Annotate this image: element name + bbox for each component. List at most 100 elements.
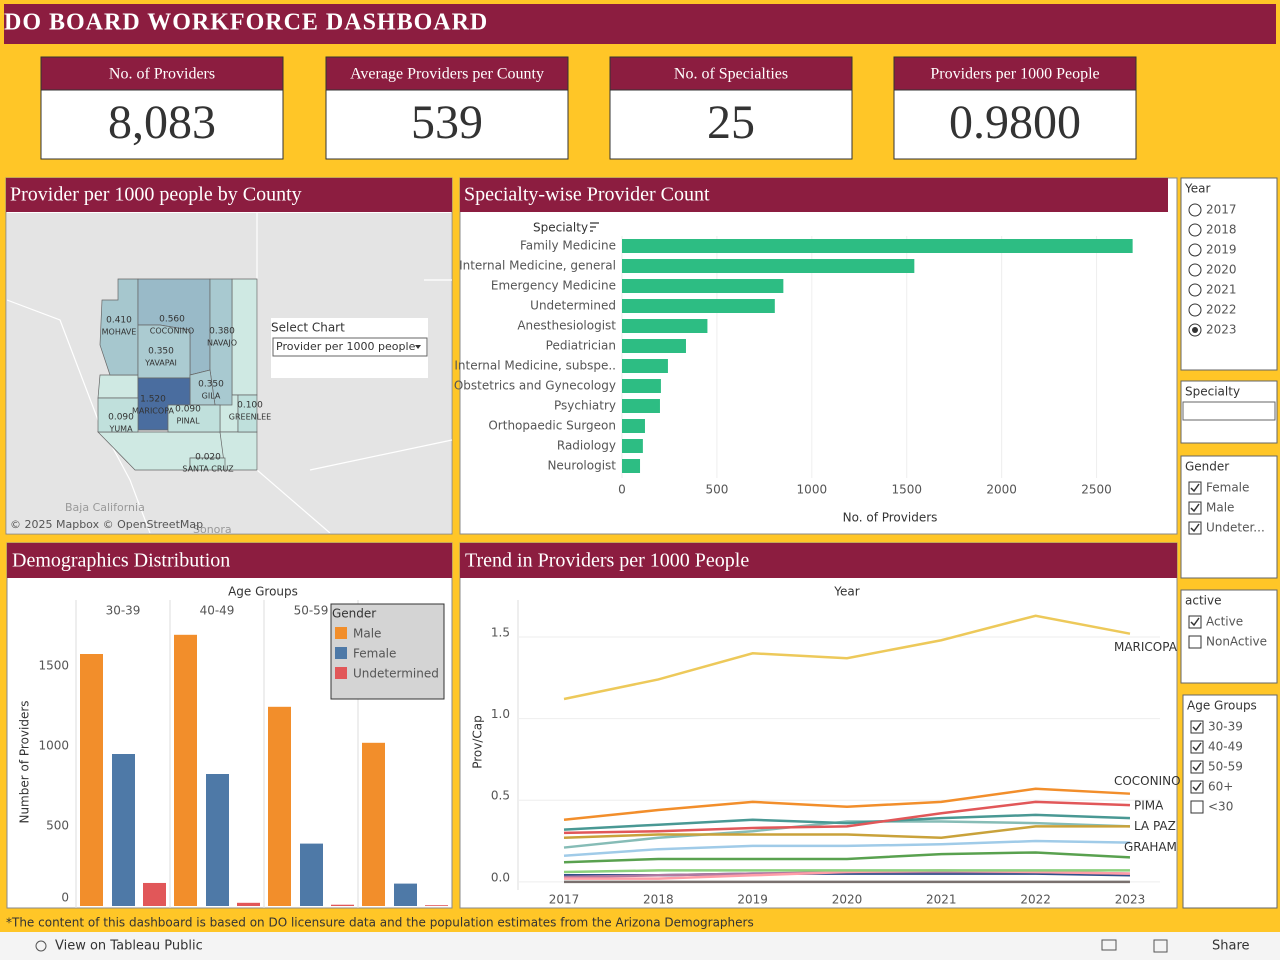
trend-line (563, 813, 1131, 831)
county-name: YAVAPAI (144, 359, 177, 368)
panel-title-bar (7, 543, 452, 578)
filter-option[interactable]: NonActive (1206, 635, 1267, 649)
map-attribution: © 2025 Mapbox © OpenStreetMap (10, 518, 203, 531)
kpi-value: 0.9800 (949, 96, 1081, 149)
legend-swatch (335, 667, 347, 679)
kpi-body (40, 89, 284, 160)
checkbox[interactable] (1188, 481, 1202, 495)
y-tick-label: Orthopaedic Surgeon (488, 419, 616, 433)
dropdown-arrow[interactable] (415, 345, 421, 349)
kpi-body (893, 89, 1137, 160)
filter-option[interactable]: 30-39 (1208, 720, 1243, 734)
checkbox[interactable] (1190, 800, 1204, 814)
checkbox[interactable] (1190, 780, 1204, 794)
filter-option[interactable]: Male (1206, 501, 1234, 515)
filter-option[interactable]: 2021 (1206, 283, 1237, 297)
checkbox[interactable] (1188, 521, 1202, 535)
county-name: MARICOPA (132, 407, 174, 416)
bar (622, 459, 641, 473)
checkmark[interactable] (1192, 722, 1202, 732)
checkmark[interactable] (1190, 483, 1200, 493)
bar (394, 883, 417, 906)
fullscreen-button[interactable] (1153, 939, 1168, 953)
trend-line (563, 825, 1130, 840)
checkbox[interactable] (1188, 615, 1202, 629)
county-value: 0.090 (108, 413, 134, 423)
filter-option[interactable]: Active (1206, 615, 1243, 629)
checkbox[interactable] (1190, 720, 1204, 734)
control-label: Select Chart (271, 321, 345, 335)
panel-title: Specialty-wise Provider Count (464, 184, 710, 206)
line-label: LA PAZ (1134, 819, 1176, 833)
checkmark[interactable] (1192, 742, 1202, 752)
sort-icon[interactable] (590, 222, 599, 232)
y-tick-label: 1.0 (491, 707, 510, 721)
county-value: 0.560 (159, 315, 185, 325)
checkbox[interactable] (1190, 760, 1204, 774)
filter-option[interactable]: Undeter... (1206, 521, 1265, 535)
legend (330, 603, 445, 700)
trend-line (563, 787, 1131, 822)
county-name: COCONINO (150, 327, 194, 336)
checkmark[interactable] (1192, 782, 1202, 792)
x-tick-label: 2000 (986, 483, 1017, 497)
map-border (309, 439, 453, 471)
group-label: 50-59 (294, 604, 329, 618)
filter-option[interactable]: 2020 (1206, 263, 1237, 277)
place-label: Sonora (193, 523, 232, 536)
radio-button[interactable] (1188, 223, 1202, 237)
bar (622, 319, 708, 333)
kpi-value: 8,083 (108, 96, 216, 149)
filter-option[interactable]: 50-59 (1208, 760, 1243, 774)
radio-button[interactable] (1188, 303, 1202, 317)
legend-title: Gender (332, 607, 376, 621)
y-tick-label: Internal Medicine, general (459, 259, 616, 273)
filter-option[interactable]: 60+ (1208, 780, 1233, 794)
checkmark[interactable] (1190, 503, 1200, 513)
checkbox[interactable] (1190, 740, 1204, 754)
radio-button[interactable] (1188, 263, 1202, 277)
filter-option[interactable]: 2018 (1206, 223, 1237, 237)
panel-title: Demographics Distribution (12, 550, 230, 572)
bar (622, 439, 643, 453)
bar (425, 905, 448, 906)
filter-option[interactable]: 2022 (1206, 303, 1237, 317)
checkmark[interactable] (1190, 523, 1200, 533)
bar (622, 259, 915, 273)
y-tick-label: Pediatrician (546, 339, 616, 353)
kpi-label: No. of Specialties (674, 66, 788, 83)
trend-line (563, 851, 1131, 864)
share-button[interactable]: Share (1212, 939, 1250, 954)
legend-swatch (335, 627, 347, 639)
dropdown[interactable] (272, 337, 428, 357)
radio-button[interactable] (1188, 243, 1202, 257)
kpi-label: Providers per 1000 People (930, 66, 1099, 83)
dropdown-value[interactable]: Provider per 1000 people (276, 340, 416, 353)
download-button[interactable] (1101, 939, 1117, 951)
county-value: 0.350 (148, 347, 174, 357)
filter-option[interactable]: 2019 (1206, 243, 1237, 257)
checkbox[interactable] (1188, 635, 1202, 649)
panel (459, 177, 1178, 535)
view-link[interactable]: View on Tableau Public (55, 939, 203, 954)
filter-option[interactable]: <30 (1208, 800, 1233, 814)
checkbox[interactable] (1188, 501, 1202, 515)
radio-button[interactable] (1188, 203, 1202, 217)
checkmark[interactable] (1192, 762, 1202, 772)
radio-dot[interactable] (1192, 327, 1198, 333)
filter-option[interactable]: 2023 (1206, 323, 1237, 337)
filter-option[interactable]: Female (1206, 481, 1249, 495)
checkmark[interactable] (1190, 617, 1200, 627)
filter-option[interactable]: 2017 (1206, 203, 1237, 217)
trend-line (563, 614, 1131, 701)
filter-option[interactable]: 40-49 (1208, 740, 1243, 754)
legend-label: Male (353, 627, 381, 641)
radio-button[interactable] (1188, 283, 1202, 297)
filter-input[interactable] (1182, 401, 1276, 421)
county (231, 278, 258, 396)
panel-title-bar (460, 178, 1168, 212)
bar (622, 279, 784, 293)
county-value: 0.410 (106, 316, 132, 326)
tableau-icon[interactable] (35, 940, 47, 952)
